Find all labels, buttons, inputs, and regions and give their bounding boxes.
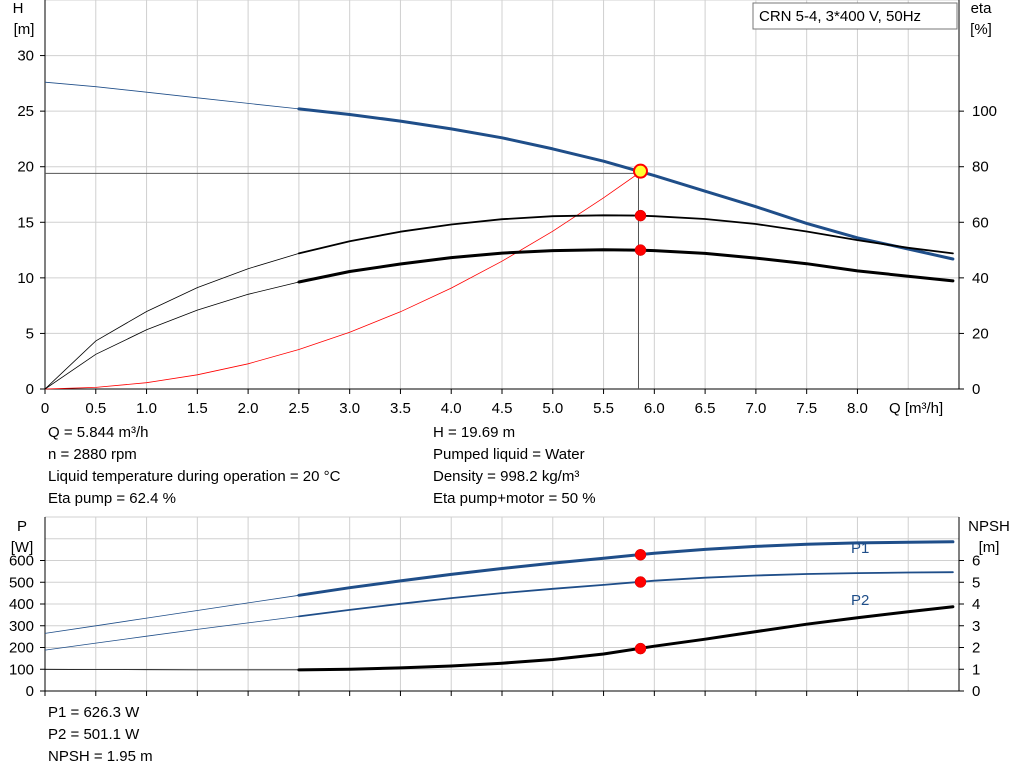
eta-pump-marker xyxy=(634,209,647,222)
bottom-y-tick-label-left: 400 xyxy=(9,596,34,613)
info-density: Density = 998.2 kg/m³ xyxy=(433,468,580,485)
chart-title-box xyxy=(752,2,958,30)
y-axis-label-right-bottom-2: [m] xyxy=(979,539,1000,556)
p1-curve-extrapolated xyxy=(44,594,299,634)
bottom-y-tick-label-left: 100 xyxy=(9,661,34,678)
x-tick-label: 0 xyxy=(41,400,49,417)
npsh-curve-extrapolated xyxy=(44,668,299,671)
bottom-y-tick-label-right: 2 xyxy=(972,640,980,657)
info-p1: P1 = 626.3 W xyxy=(48,704,140,721)
bottom-y-tick-label-right: 3 xyxy=(972,618,980,635)
series-label-p1: P1 xyxy=(851,540,869,557)
bottom-y-tick-label-right: 1 xyxy=(972,661,980,678)
bottom-y-tick-label-right: 5 xyxy=(972,574,980,591)
p2-marker xyxy=(634,576,647,588)
y-tick-label-left: 20 xyxy=(17,159,34,176)
y-tick-label-right: 40 xyxy=(972,270,989,287)
system-curve xyxy=(44,173,639,390)
x-tick-label: 1.5 xyxy=(187,400,208,417)
x-tick-label: 0.5 xyxy=(85,400,106,417)
chart-title: CRN 5-4, 3*400 V, 50Hz xyxy=(759,8,921,25)
top-tick-labels: 0 0.5 1.0 1.5 2.0 2.5 3.0 3.5 4.0 4.5 5.0 5.5 6.0 6.5… xyxy=(17,48,997,417)
y-tick-label-left: 25 xyxy=(17,103,34,120)
y-axis-label-left-top-2: [m] xyxy=(14,21,35,38)
y-axis-label-right-top-2: [%] xyxy=(970,21,992,38)
duty-point-marker xyxy=(632,163,648,179)
y-tick-label-left: 5 xyxy=(26,325,34,342)
bottom-y-tick-label-left: 600 xyxy=(9,553,34,570)
y-tick-label-right: 20 xyxy=(972,325,989,342)
head-curve xyxy=(297,107,955,261)
eta-total-marker xyxy=(634,244,647,256)
y-tick-label-right: 60 xyxy=(972,214,989,231)
y-axis-label-left-bottom-1: P xyxy=(17,518,27,535)
info-eta-total: Eta pump+motor = 50 % xyxy=(433,490,596,507)
x-tick-label: 6.0 xyxy=(644,400,665,417)
bottom-y-tick-label-left: 0 xyxy=(26,683,34,700)
info-head: H = 19.69 m xyxy=(433,424,516,441)
y-tick-label-left: 30 xyxy=(17,48,34,65)
info-npsh: NPSH = 1.95 m xyxy=(48,748,153,765)
x-axis-label: Q [m³/h] xyxy=(889,400,943,417)
x-tick-label: 4.5 xyxy=(492,400,513,417)
x-tick-label: 4.0 xyxy=(441,400,462,417)
y-tick-label-left: 15 xyxy=(17,214,34,231)
y-tick-label-right: 100 xyxy=(972,103,997,120)
x-tick-label: 7.5 xyxy=(796,400,817,417)
y-tick-label-left: 10 xyxy=(17,270,34,287)
duty-info-right: H = 19.69 m Pumped liquid = Water Densit… xyxy=(433,422,596,510)
series-label-p2: P2 xyxy=(851,592,869,609)
y-tick-label-right: 80 xyxy=(972,159,989,176)
y-axis-label-right-bottom-1: NPSH xyxy=(968,518,1010,535)
y-tick-label-left: 0 xyxy=(26,381,34,398)
y-axis-label-left-top-1: H xyxy=(13,0,24,17)
x-tick-label: 1.0 xyxy=(136,400,157,417)
bottom-tick-labels: 0 100 200 300 400 500 600 0 1 2 3 4 5 6 xyxy=(9,553,980,701)
info-p2: P2 = 501.1 W xyxy=(48,726,140,743)
bottom-y-tick-label-right: 4 xyxy=(972,596,980,613)
y-tick-label-right: 0 xyxy=(972,381,980,398)
x-tick-label: 5.5 xyxy=(593,400,614,417)
p1-marker xyxy=(634,549,647,561)
info-flow: Q = 5.844 m³/h xyxy=(48,424,149,441)
duty-info-left: Q = 5.844 m³/h n = 2880 rpm Liquid tempe… xyxy=(48,422,340,510)
x-tick-label: 8.0 xyxy=(847,400,868,417)
power-info: P1 = 626.3 W P2 = 501.1 W NPSH = 1.95 m xyxy=(48,702,153,768)
x-tick-label: 3.5 xyxy=(390,400,411,417)
head-curve-extrapolated xyxy=(44,81,299,110)
npsh-marker xyxy=(634,642,647,655)
bottom-y-tick-label-left: 200 xyxy=(9,640,34,657)
duty-markers xyxy=(45,163,648,655)
x-tick-label: 2.5 xyxy=(288,400,309,417)
p2-curve-extrapolated xyxy=(44,616,299,651)
bottom-y-tick-label-left: 300 xyxy=(9,618,34,635)
info-liquid-temp: Liquid temperature during operation = 20… xyxy=(48,468,341,485)
info-speed: n = 2880 rpm xyxy=(48,446,137,463)
x-tick-label: 2.0 xyxy=(238,400,259,417)
top-grid xyxy=(44,0,960,390)
eta-pump-curve-extrapolated xyxy=(44,253,300,390)
bottom-y-tick-label-right: 0 xyxy=(972,683,980,700)
info-pumped-liquid: Pumped liquid = Water xyxy=(433,446,585,463)
x-tick-label: 6.5 xyxy=(695,400,716,417)
bottom-y-tick-label-left: 500 xyxy=(9,574,34,591)
y-axis-label-right-top-1: eta xyxy=(971,0,993,17)
x-tick-label: 5.0 xyxy=(542,400,563,417)
info-eta-pump: Eta pump = 62.4 % xyxy=(48,490,176,507)
x-tick-label: 3.0 xyxy=(339,400,360,417)
eta-pump-motor-curve-extrapolated xyxy=(44,281,299,390)
y-axis-label-left-bottom-2: [W] xyxy=(11,539,34,556)
x-tick-label: 7.0 xyxy=(745,400,766,417)
bottom-y-tick-label-right: 6 xyxy=(972,553,980,570)
